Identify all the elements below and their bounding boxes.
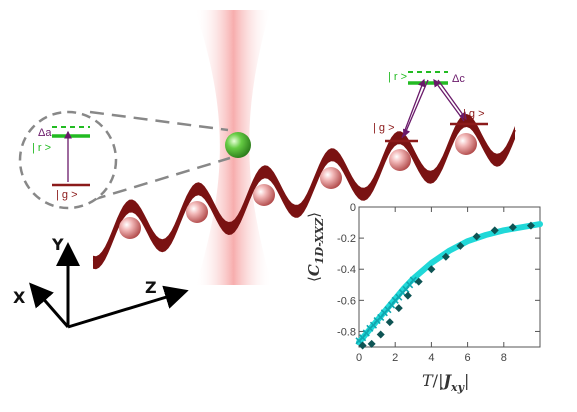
- chart-ticks: 0 2 4 6 8 0 -0.2 -0.4 -0.6 -0.8: [337, 202, 540, 364]
- ground-label-left: | g >: [373, 122, 395, 134]
- transition-arrow-right-down: [437, 79, 467, 121]
- chart-series: [355, 221, 543, 350]
- excited-atom: [225, 132, 251, 158]
- data-point-diamond: [385, 318, 394, 327]
- atom: [253, 184, 275, 206]
- y-tick-label: 0: [350, 202, 356, 214]
- chart-xlabel: T/|Jxy|: [422, 371, 469, 394]
- y-axis-label: Y: [51, 235, 64, 254]
- x-tick-label: 8: [501, 352, 507, 364]
- atoms: [119, 132, 477, 239]
- x-axis-arrow: [29, 282, 70, 328]
- transition-arrow-right-up: [433, 78, 465, 122]
- optical-lattice: [92, 114, 516, 270]
- detuning-label: Δc: [452, 73, 465, 85]
- y-tick-label: -0.2: [337, 233, 356, 245]
- correlation-chart: 0 2 4 6 8 0 -0.2 -0.4 -0.6 -0.8 ⟨C1D-XXZ⟩ T/|Jxy|: [305, 202, 543, 394]
- x-tick-label: 2: [392, 352, 398, 364]
- data-point-diamond: [414, 277, 423, 286]
- data-point-diamond: [508, 223, 517, 232]
- data-point-diamond: [427, 265, 436, 274]
- atom: [320, 167, 342, 189]
- atom: [186, 201, 208, 223]
- atom: [455, 133, 477, 155]
- y-tick-label: -0.8: [337, 326, 356, 338]
- x-tick-label: 0: [356, 352, 362, 364]
- xlabel-close: |: [464, 371, 469, 390]
- coordinate-axes: Y X Z: [13, 235, 189, 329]
- ground-label: | g >: [56, 189, 78, 201]
- atom: [389, 149, 411, 171]
- data-point-diamond: [441, 252, 450, 261]
- ylabel-main: C: [305, 264, 323, 276]
- x-tick-label: 6: [465, 352, 471, 364]
- data-point-diamond: [456, 241, 465, 250]
- transition-arrow-left-down: [402, 79, 429, 138]
- data-point-diamond: [490, 226, 499, 235]
- transition-arrow-left-up: [401, 78, 426, 139]
- data-point-diamond: [526, 221, 535, 230]
- rydberg-label: | r >: [32, 142, 51, 154]
- detuning-label: Δa: [38, 127, 52, 139]
- ylabel-close: ⟩: [305, 212, 323, 218]
- ylabel-sub: 1D-XXZ: [313, 217, 326, 264]
- zoom-line-bottom: [91, 156, 231, 202]
- zoom-line-top: [89, 110, 229, 132]
- z-axis-arrow: [67, 285, 189, 329]
- data-point-diamond: [394, 304, 403, 313]
- xlabel-J: J: [440, 371, 452, 390]
- xlabel-J-sub: xy: [450, 381, 466, 394]
- ylabel-open: ⟨: [305, 276, 323, 282]
- x-axis-label: X: [13, 288, 26, 307]
- y-tick-label: -0.6: [337, 295, 356, 307]
- chart-ylabel: ⟨C1D-XXZ⟩: [305, 212, 326, 282]
- rydberg-label: | r >: [388, 71, 407, 83]
- x-tick-label: 4: [428, 352, 434, 364]
- y-tick-label: -0.4: [337, 264, 356, 276]
- lattice-band: [93, 114, 515, 270]
- atom: [119, 217, 141, 239]
- inset-left: Δa | r > | g >: [18, 110, 118, 210]
- data-point-diamond: [472, 232, 481, 241]
- data-point-diamond: [358, 341, 367, 350]
- ground-label-right: | g >: [463, 108, 485, 120]
- data-point-diamond: [376, 330, 385, 339]
- inset-right: | r > Δc | g > | g >: [373, 71, 488, 143]
- xlabel-T: T: [422, 371, 434, 390]
- data-point-diamond: [403, 291, 412, 300]
- data-point-diamond: [367, 339, 376, 348]
- z-axis-label: Z: [145, 278, 157, 297]
- xlabel-sep: /|: [433, 371, 444, 390]
